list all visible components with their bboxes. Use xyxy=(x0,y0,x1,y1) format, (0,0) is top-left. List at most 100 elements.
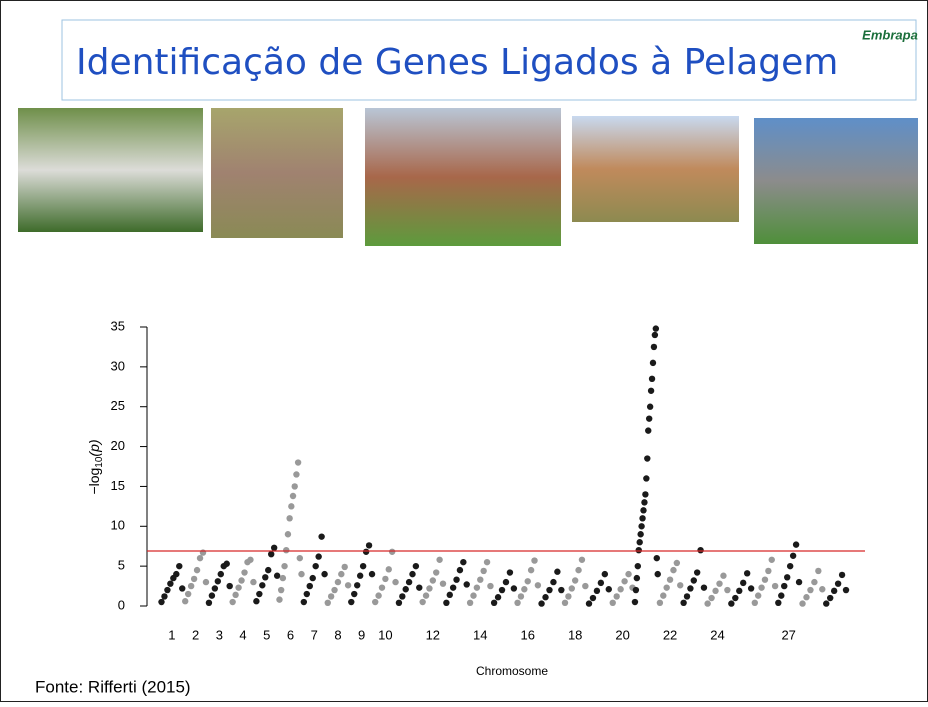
snp-point xyxy=(538,600,545,607)
snp-point xyxy=(187,582,195,590)
snp-point xyxy=(649,359,657,367)
snp-point xyxy=(372,598,379,606)
snp-point xyxy=(690,577,697,584)
snp-point xyxy=(296,554,304,562)
snp-point xyxy=(653,554,660,562)
snp-point xyxy=(838,571,846,579)
snp-point xyxy=(238,577,245,584)
snp-point xyxy=(477,576,484,583)
snp-point xyxy=(226,582,233,590)
snp-point xyxy=(642,491,649,498)
snp-point xyxy=(348,598,355,606)
snp-point xyxy=(385,566,392,573)
snp-point xyxy=(315,553,322,560)
snp-point xyxy=(388,548,396,555)
x-tick-label: 6 xyxy=(287,627,294,642)
snp-point xyxy=(654,570,661,578)
snp-point xyxy=(193,566,201,574)
snp-point xyxy=(589,594,597,602)
snp-point xyxy=(270,544,278,552)
snp-point xyxy=(651,331,659,339)
snp-point xyxy=(277,586,285,594)
snp-point xyxy=(429,577,437,584)
snp-point xyxy=(728,600,735,607)
snp-point xyxy=(514,599,521,607)
snp-point xyxy=(736,587,743,595)
x-tick-label: 27 xyxy=(781,627,795,642)
y-tick-label: 35 xyxy=(111,318,125,333)
snp-point xyxy=(771,582,779,590)
snp-point xyxy=(235,584,242,591)
snp-point xyxy=(761,576,769,583)
snp-point xyxy=(521,586,528,593)
snp-point xyxy=(597,579,605,587)
y-tick-label: 30 xyxy=(111,358,125,373)
snp-point xyxy=(273,572,281,579)
snp-point xyxy=(605,586,612,593)
snp-point xyxy=(449,584,457,591)
snp-point xyxy=(593,587,601,595)
snp-point xyxy=(253,598,260,605)
snp-point xyxy=(344,582,352,589)
snp-point xyxy=(823,600,830,607)
snp-point xyxy=(781,582,788,590)
snp-point xyxy=(416,584,423,591)
snp-point xyxy=(205,599,213,607)
snp-point xyxy=(279,574,287,582)
snp-point xyxy=(666,576,674,583)
snp-point xyxy=(578,556,586,563)
x-tick-label: 7 xyxy=(311,627,318,642)
snp-point xyxy=(517,593,525,600)
y-label-tail: (p) xyxy=(86,439,102,456)
snp-point xyxy=(247,556,254,563)
snp-point xyxy=(638,523,645,530)
snp-point xyxy=(309,574,316,582)
snp-point xyxy=(636,539,643,546)
snp-point xyxy=(341,563,348,571)
snp-point xyxy=(196,554,204,562)
snp-point xyxy=(650,343,658,351)
snp-point xyxy=(286,515,293,522)
snp-point xyxy=(351,590,358,598)
snp-point xyxy=(621,578,628,585)
snp-point xyxy=(378,584,386,591)
snp-point xyxy=(648,375,656,383)
snp-point xyxy=(693,569,701,576)
snp-point xyxy=(542,594,549,601)
snp-point xyxy=(208,592,216,599)
snp-point xyxy=(778,592,785,599)
snp-point xyxy=(256,590,263,598)
photo xyxy=(211,108,343,238)
snp-point xyxy=(830,587,838,595)
snp-point xyxy=(687,585,694,592)
snp-point xyxy=(190,575,198,583)
snp-point xyxy=(799,600,806,607)
snp-point xyxy=(456,566,464,574)
snp-point xyxy=(827,594,834,602)
snp-point xyxy=(422,592,430,599)
x-tick-label: 12 xyxy=(426,627,440,642)
snp-point xyxy=(550,578,557,586)
snp-point xyxy=(453,576,460,583)
snp-point xyxy=(283,547,290,554)
snp-point xyxy=(460,558,467,566)
snp-point xyxy=(291,483,298,490)
snp-point xyxy=(294,459,302,466)
snp-point xyxy=(250,578,257,586)
photo xyxy=(572,116,739,222)
snp-point xyxy=(473,584,481,591)
snp-point xyxy=(284,531,292,538)
snp-point xyxy=(524,578,531,585)
snp-point xyxy=(259,582,266,589)
snp-point xyxy=(433,569,440,576)
snp-point xyxy=(765,567,772,575)
snp-point xyxy=(546,586,553,594)
snp-point xyxy=(161,593,168,600)
snp-point xyxy=(298,570,305,578)
snp-point xyxy=(306,582,313,590)
snp-point xyxy=(312,562,319,570)
x-tick-label: 22 xyxy=(663,627,677,642)
snp-point xyxy=(635,547,642,554)
snp-point xyxy=(436,556,443,563)
snp-point xyxy=(680,599,687,607)
